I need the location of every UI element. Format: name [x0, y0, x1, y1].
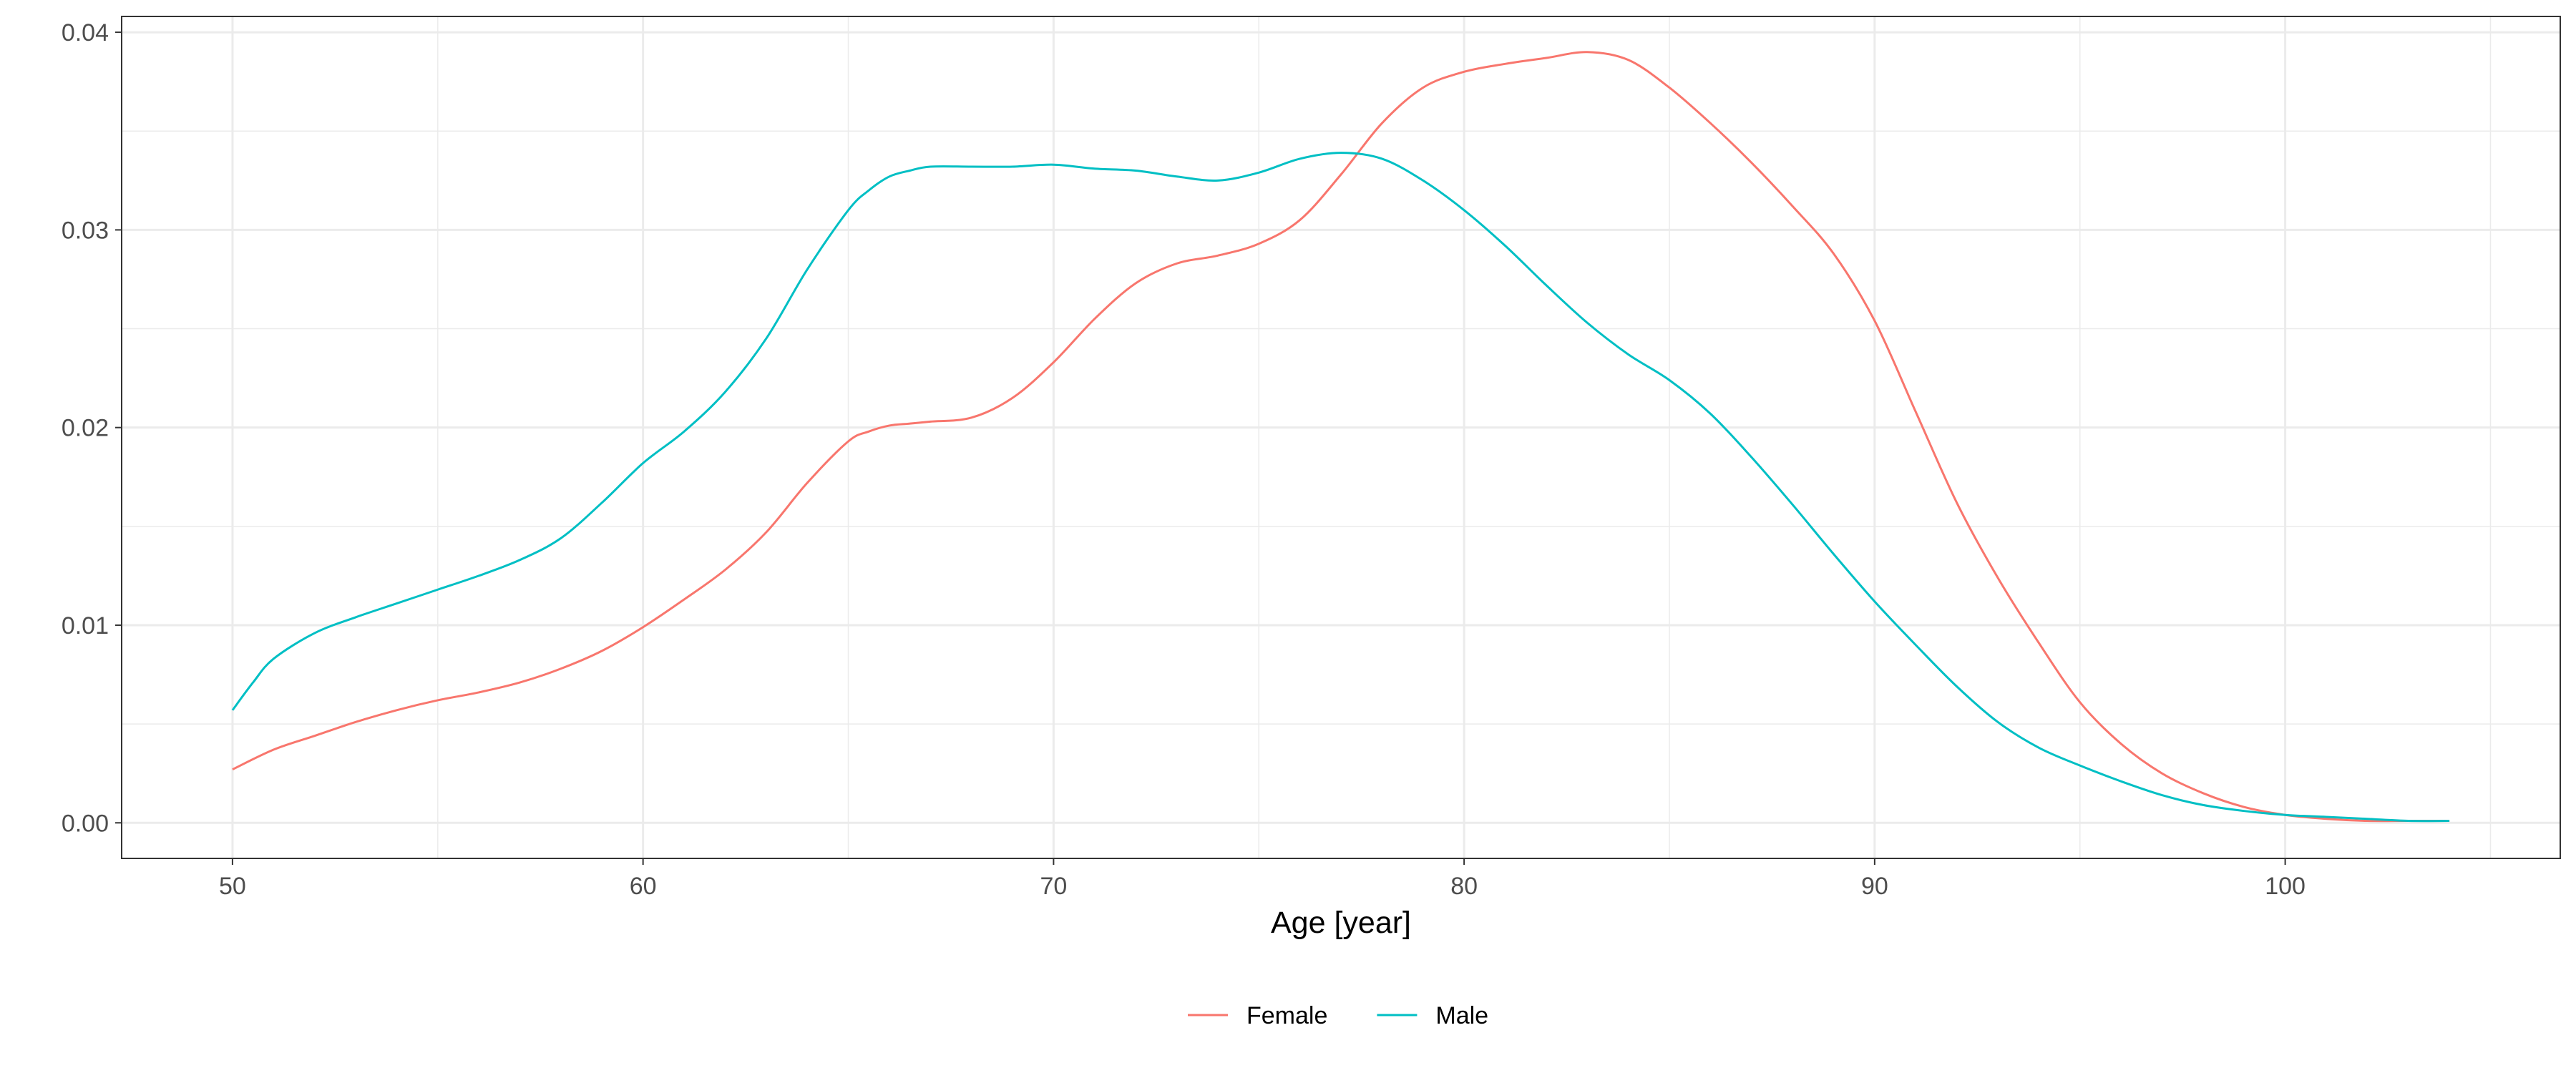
legend-item-female: Female — [1188, 1002, 1327, 1029]
y-tick-label: 0.03 — [62, 217, 109, 244]
series-line-male — [231, 152, 2450, 823]
x-axis: 50 60 70 80 90 100 — [219, 858, 2306, 900]
legend-item-male: Male — [1377, 1002, 1488, 1029]
x-tick-label: 80 — [1450, 873, 1478, 900]
x-tick-label: 60 — [630, 873, 657, 900]
y-tick-label: 0.02 — [62, 415, 109, 442]
grid-lines — [122, 16, 2560, 858]
x-tick-label: 70 — [1040, 873, 1067, 900]
series-line-female — [232, 51, 2450, 823]
legend: Female Male — [1188, 1002, 1488, 1029]
y-axis: 0.00 0.01 0.02 0.03 0.04 — [62, 19, 122, 837]
legend-label-male: Male — [1435, 1002, 1488, 1029]
y-tick-label: 0.00 — [62, 810, 109, 837]
series-lines — [231, 51, 2450, 823]
x-tick-label: 90 — [1861, 873, 1888, 900]
x-axis-title: Age [year] — [1271, 906, 1411, 940]
y-tick-label: 0.04 — [62, 19, 109, 46]
legend-label-female: Female — [1246, 1002, 1327, 1029]
x-tick-label: 100 — [2265, 873, 2306, 900]
x-tick-label: 50 — [219, 873, 246, 900]
plot-panel-border — [121, 16, 2561, 859]
y-tick-label: 0.01 — [62, 612, 109, 640]
